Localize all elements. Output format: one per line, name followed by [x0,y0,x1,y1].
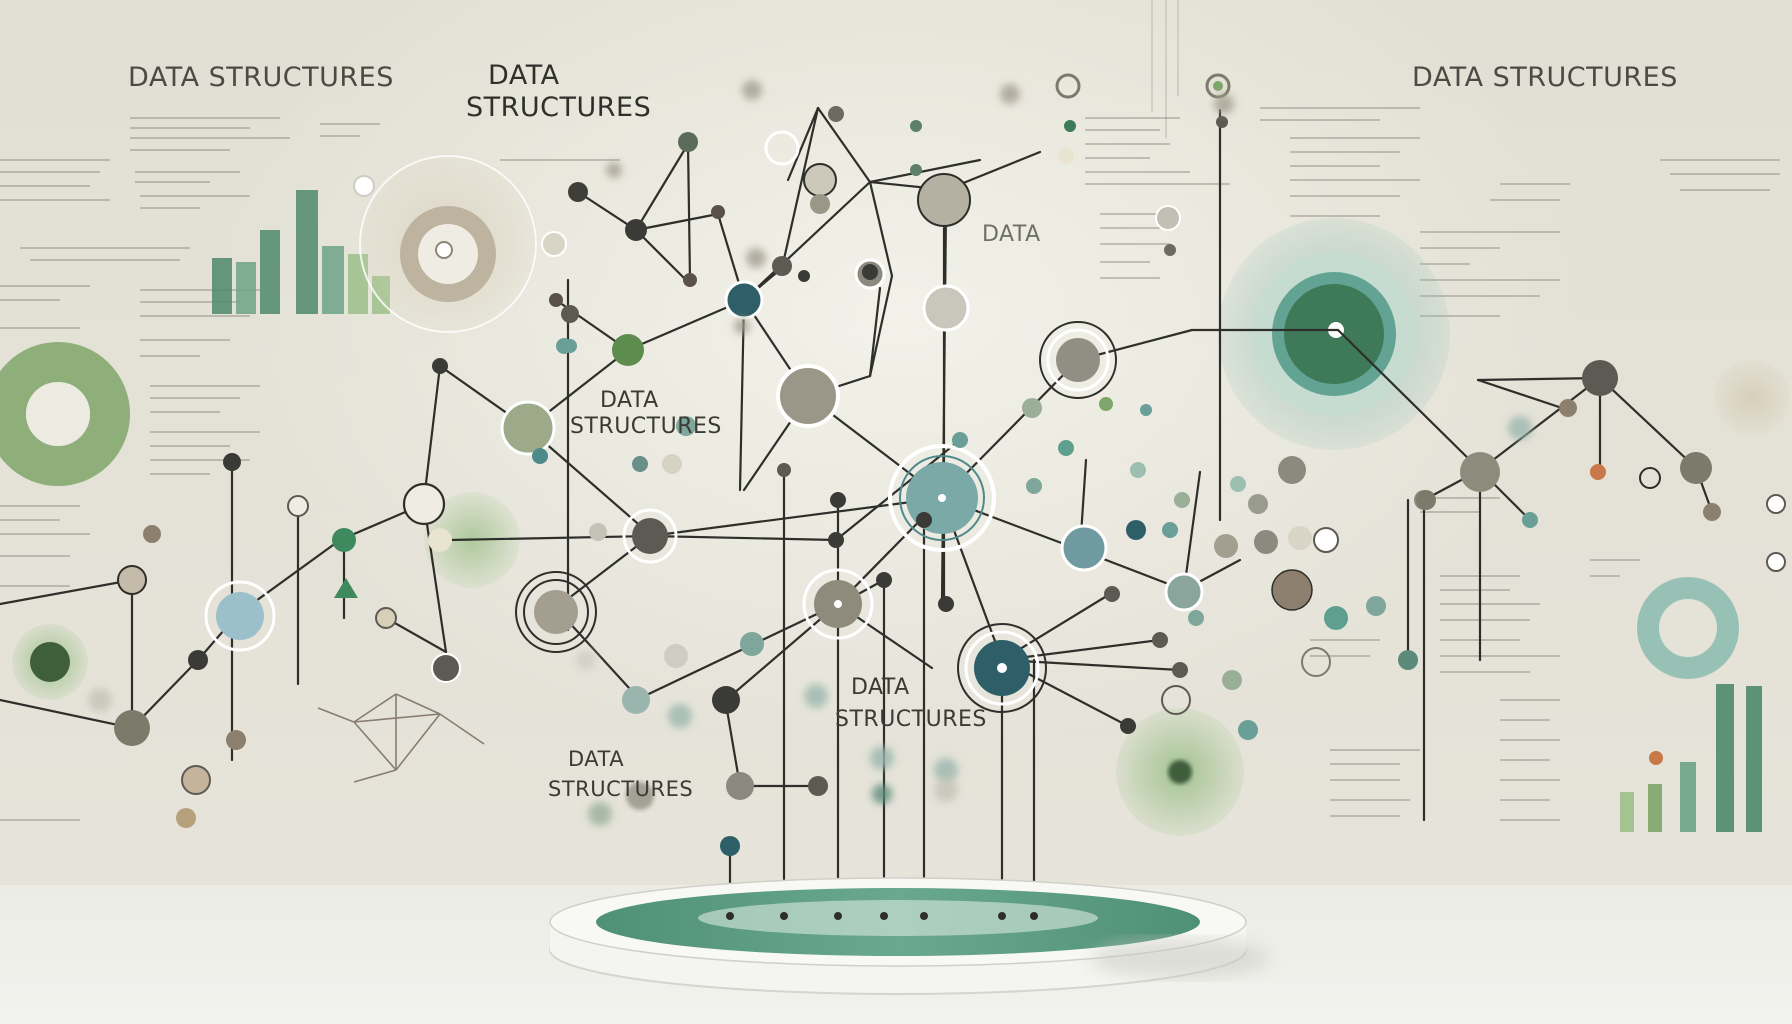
donut-chart-left [0,342,130,486]
heading-top-right: DATA STRUCTURES [1412,62,1678,93]
heading-low-left-line1: DATA [568,747,625,771]
small-nodes [114,106,1786,856]
bar-chart-left [212,190,390,314]
beige-blob-right [1714,360,1790,436]
heading-mid-center-line1: DATA [600,388,659,413]
triangle-node [334,578,358,598]
left-text-block [0,117,620,821]
target-chart-right [1218,218,1450,450]
hanging-lines [1151,0,1179,138]
heading-mid-center: DATA STRUCTURES [570,388,722,440]
heading-mid-center-line2: STRUCTURES [570,414,722,439]
heading-top-center: DATA STRUCTURES [466,60,651,124]
heading-low-center-line1: DATA [851,675,910,700]
heading-low-center: DATA STRUCTURES [835,672,987,736]
heading-low-left: DATA STRUCTURES [548,744,693,804]
pedestal-stem-dots [726,912,1038,920]
heading-data-small: DATA [982,222,1041,247]
mini-network [317,693,485,783]
heading-top-left: DATA STRUCTURES [128,62,394,93]
heading-low-center-line2: STRUCTURES [835,707,987,732]
background-wall [0,0,1792,885]
bar-chart-right [1620,684,1762,832]
ringed-nodes [204,73,1712,715]
heading-top-center-line1: DATA [488,60,560,91]
ring-right [1637,577,1739,679]
heading-low-left-line2: STRUCTURES [548,777,694,801]
heading-top-center-line2: STRUCTURES [466,92,652,123]
blurred-dots [88,80,1532,826]
target-upper-left [358,154,538,334]
pedestal [549,877,1270,995]
